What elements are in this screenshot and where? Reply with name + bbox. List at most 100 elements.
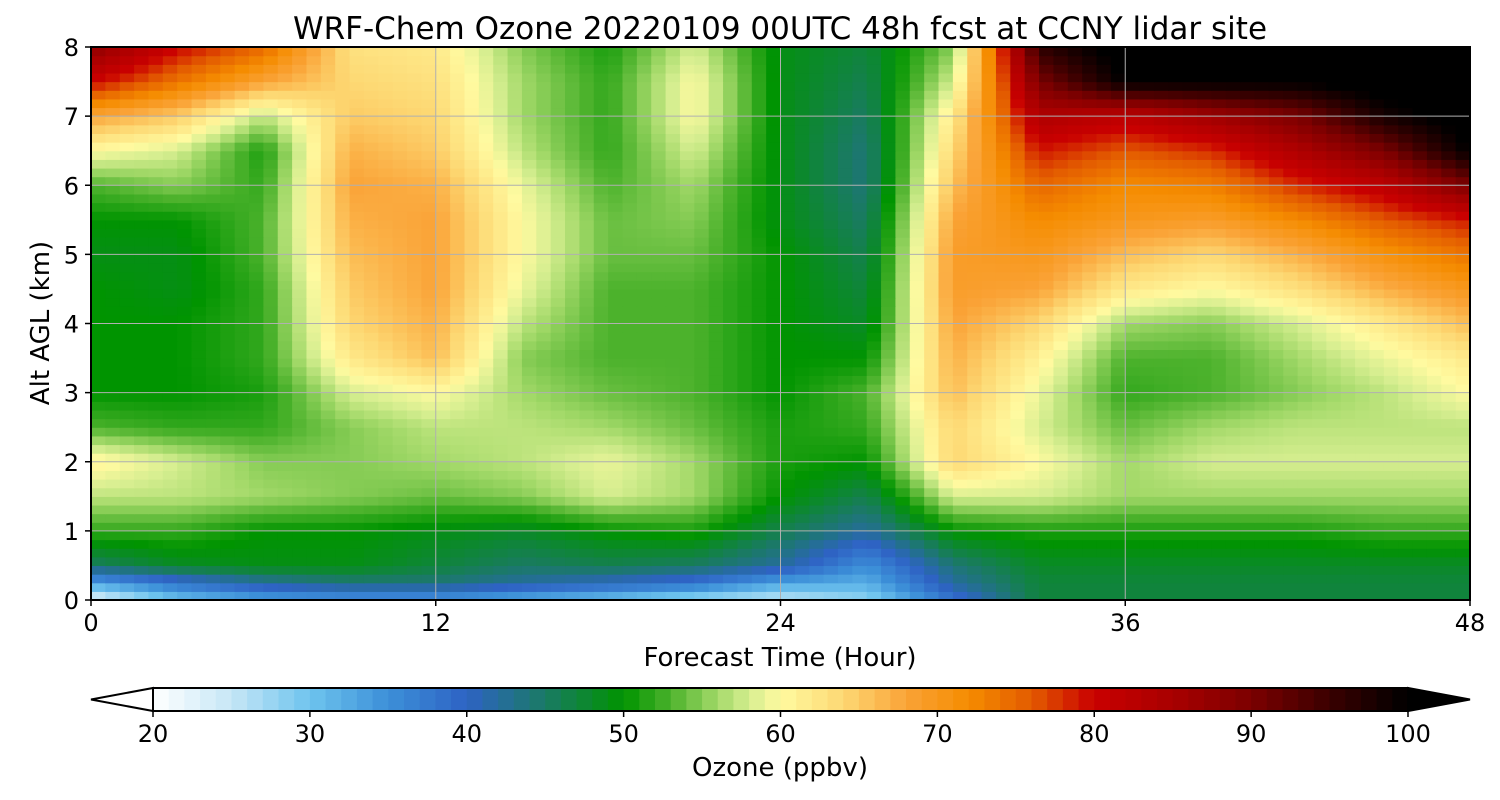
ozone-cell [191,375,207,385]
ozone-cell [1053,401,1069,411]
ozone-cell [1039,297,1055,307]
ozone-cell [1383,167,1399,178]
ozone-cell [493,306,509,316]
ozone-cell [1039,176,1055,186]
ozone-cell [1398,340,1414,351]
ozone-cell [895,167,911,178]
ozone-cell [292,582,308,592]
ozone-cell [809,228,825,238]
ozone-cell [1096,176,1112,186]
ozone-cell [292,211,308,221]
ozone-cell [751,263,767,273]
ozone-cell [234,522,250,532]
ozone-cell [1254,297,1270,307]
ozone-cell [191,288,207,299]
ozone-cell [809,539,825,549]
ozone-cell [1326,461,1342,471]
ozone-cell [1096,427,1112,437]
ozone-cell [335,530,351,541]
ozone-cell [636,228,652,238]
ozone-cell [708,254,724,264]
ozone-cell [507,392,523,402]
ozone-cell [895,280,911,290]
ozone-cell [335,392,351,402]
ozone-cell [794,574,810,584]
ozone-cell [1369,539,1385,549]
ozone-cell [1039,159,1055,169]
ozone-cell [1254,340,1270,351]
ozone-cell [536,513,552,523]
ozone-cell [1355,211,1371,221]
ozone-cell [1082,340,1098,351]
ozone-cell [421,306,437,316]
ozone-cell [909,332,925,342]
ozone-cell [1383,444,1399,454]
ozone-cell [766,461,782,471]
ozone-cell [1297,530,1313,541]
ozone-cell [1024,263,1040,273]
ozone-cell [1067,496,1083,506]
ozone-cell [938,496,954,506]
ozone-cell [679,548,695,558]
ozone-cell [823,323,839,333]
ozone-cell [651,228,667,238]
ozone-cell [1355,522,1371,532]
ozone-cell [148,522,164,532]
ozone-cell [205,314,221,325]
ozone-cell [1110,332,1126,342]
ozone-cell [1082,185,1098,195]
ozone-cell [1283,530,1299,541]
ozone-cell [320,461,336,471]
ozone-cell [565,202,580,212]
ozone-cell [191,332,207,342]
ozone-cell [1197,358,1213,368]
ozone-cell [895,366,911,376]
ozone-cell [1211,228,1227,238]
ozone-cell [579,358,595,368]
ozone-cell [306,271,322,281]
ozone-cell [780,306,796,316]
ozone-cell [1211,401,1227,411]
ozone-cell [320,383,336,394]
ozone-cell [521,297,537,307]
ozone-cell [679,280,695,290]
ozone-cell [1096,504,1112,515]
ozone-cell [1024,548,1040,558]
ozone-cell [521,228,537,238]
ozone-cell [1053,539,1069,549]
ozone-cell [1340,340,1356,351]
ozone-cell [363,332,379,342]
ozone-cell [1369,332,1385,342]
ozone-cell [363,202,379,212]
ozone-cell [823,530,839,541]
ozone-cell [737,461,753,471]
ozone-cell [1024,159,1040,169]
ozone-cell [521,444,537,454]
ozone-cell [220,185,236,195]
ozone-cell [1297,280,1313,290]
ozone-cell [708,263,724,273]
ozone-cell [1197,202,1213,212]
ozone-cell [1383,513,1399,523]
ozone-cell [852,435,868,446]
ozone-cell [938,228,954,238]
ozone-cell [349,487,365,497]
ozone-cell [148,530,164,541]
ozone-cell [263,193,279,204]
ozone-cell [1283,332,1299,342]
ozone-cell [1340,513,1356,523]
ozone-cell [1139,461,1155,471]
ozone-cell [1197,219,1213,230]
ozone-cell [162,176,178,186]
ozone-cell [392,323,408,333]
ozone-cell [464,392,480,402]
ozone-cell [277,340,293,351]
ozone-cell [1441,513,1457,523]
ozone-cell [306,358,322,368]
ozone-cell [565,219,580,230]
ozone-cell [1283,565,1299,575]
ozone-cell [550,461,566,471]
ozone-cell [952,556,968,567]
ozone-cell [636,392,652,402]
ozone-cell [565,444,580,454]
